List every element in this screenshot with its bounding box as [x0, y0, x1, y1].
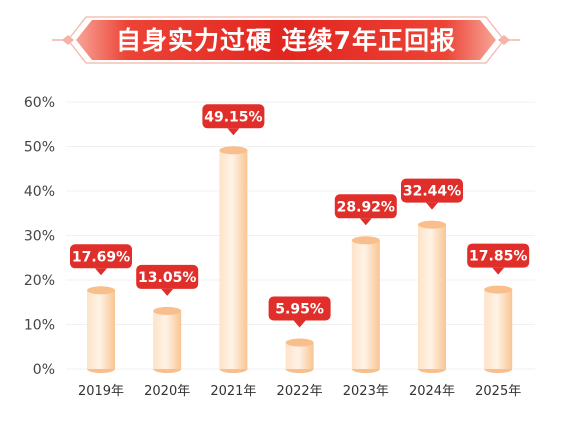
bar-cap: [219, 146, 248, 155]
data-label-bubble: [70, 244, 132, 269]
data-label-bubble: [467, 243, 530, 268]
bar-cap: [87, 286, 115, 295]
data-labels: 17.69% 13.05% 49.15% 5.95% 28.92% 32.44% 17.85…: [70, 104, 530, 328]
x-category-label: 2022年: [277, 384, 323, 399]
bars: [87, 146, 513, 373]
data-label: 49.15%: [202, 104, 265, 136]
y-axis-ticks: 0% 10% 20% 30% 40% 50% 60%: [24, 95, 55, 378]
y-tick-label: 10%: [24, 318, 55, 334]
data-label-text: 28.92%: [337, 199, 395, 215]
banner-outline: [67, 16, 505, 64]
bar-body: [285, 342, 314, 369]
data-label: 17.85%: [467, 243, 530, 275]
x-category-label: 2020年: [144, 384, 190, 399]
bar: [351, 236, 380, 373]
data-label: 5.95%: [268, 296, 331, 328]
bar-body: [153, 310, 182, 369]
data-label-pointer: [161, 288, 174, 296]
bar: [285, 338, 314, 373]
y-tick-label: 60%: [24, 95, 55, 111]
data-label-bubble: [268, 296, 331, 321]
data-label: 32.44%: [401, 178, 463, 210]
y-tick-label: 40%: [24, 184, 55, 200]
gridlines: [66, 101, 535, 370]
y-tick-label: 30%: [24, 229, 55, 245]
x-category-label: 2019年: [78, 384, 124, 399]
y-tick-label: 20%: [24, 273, 55, 289]
data-label-pointer: [227, 128, 240, 136]
bar: [219, 146, 248, 373]
bar-body: [351, 240, 380, 369]
data-label-pointer: [492, 267, 505, 275]
bar: [87, 286, 115, 373]
bar-cap: [418, 220, 446, 229]
data-label-pointer: [359, 218, 372, 226]
data-label-text: 17.69%: [72, 249, 130, 265]
data-label-text: 13.05%: [138, 270, 196, 286]
data-label-text: 49.15%: [204, 109, 262, 125]
data-label-bubble: [136, 264, 199, 289]
data-label-text: 32.44%: [403, 184, 461, 200]
bar: [418, 220, 446, 373]
banner-shape: [76, 20, 496, 60]
data-label-pointer: [293, 320, 306, 328]
data-label-text: 17.85%: [469, 249, 527, 265]
bar-body: [484, 289, 513, 369]
x-category-label: 2025年: [475, 384, 521, 399]
data-label-pointer: [95, 268, 107, 276]
bar: [153, 306, 182, 373]
x-category-label: 2024年: [409, 384, 455, 399]
data-label-pointer: [426, 202, 438, 210]
data-label-text: 5.95%: [275, 302, 324, 318]
data-label: 13.05%: [136, 264, 199, 296]
title-banner: 自身实力过硬 连续7年正回报: [52, 16, 520, 64]
y-tick-label: 0%: [33, 362, 55, 378]
data-label-bubble: [202, 104, 265, 129]
data-label-bubble: [401, 178, 463, 203]
bar-body: [418, 224, 446, 369]
bar-cap: [351, 236, 380, 245]
bar: [484, 285, 513, 373]
bar-cap: [153, 306, 182, 315]
x-axis-categories: 2019年 2020年 2021年 2022年 2023年 2024年 2025年: [78, 384, 521, 399]
chart-title: 自身实力过硬 连续7年正回报: [116, 26, 456, 55]
data-label: 17.69%: [70, 244, 132, 276]
bar-cap: [285, 338, 314, 347]
bar-body: [87, 290, 115, 369]
bar-cap: [484, 285, 513, 294]
x-category-label: 2023年: [343, 384, 389, 399]
x-category-label: 2021年: [210, 384, 256, 399]
y-tick-label: 50%: [24, 140, 55, 156]
bar-body: [219, 150, 248, 369]
data-label: 28.92%: [334, 194, 397, 226]
data-label-bubble: [334, 194, 397, 219]
